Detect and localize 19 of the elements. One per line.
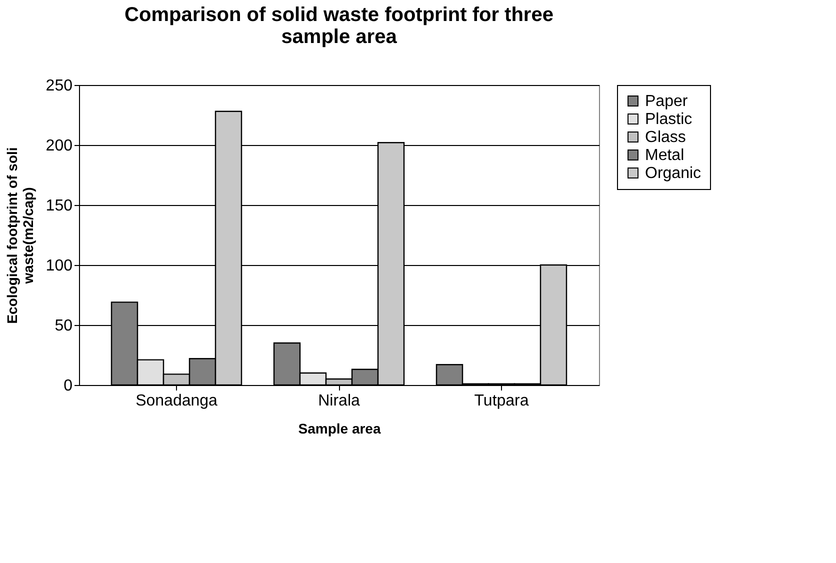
legend-label: Glass xyxy=(645,129,686,146)
x-tick-label: Nirala xyxy=(318,392,360,410)
legend-label: Metal xyxy=(645,147,684,164)
text: sample area xyxy=(281,26,397,48)
legend-label: Paper xyxy=(645,93,688,110)
text: Ecological footprint of soli xyxy=(4,147,20,324)
y-tick-label: 250 xyxy=(46,78,73,94)
legend-label: Organic xyxy=(645,165,702,182)
y-tick-label: 100 xyxy=(46,258,73,274)
y-tick-label: 200 xyxy=(46,138,73,154)
x-axis-title: Sample area xyxy=(298,420,381,436)
y-tick-label: 0 xyxy=(64,378,73,394)
text: waste(m2/cap) xyxy=(20,187,36,284)
legend-label: Plastic xyxy=(645,111,692,128)
y-tick-label: 150 xyxy=(46,198,73,214)
x-tick-label: Sonadanga xyxy=(136,392,218,410)
text: Comparison of solid waste footprint for three xyxy=(124,4,554,26)
x-tick-label: Tutpara xyxy=(474,392,529,410)
y-tick-label: 50 xyxy=(54,318,73,334)
